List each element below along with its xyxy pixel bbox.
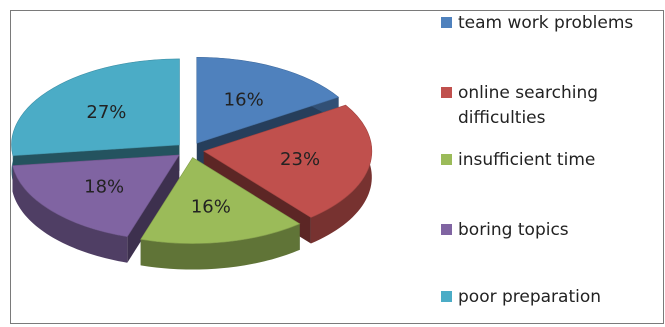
legend-label: team work problems — [458, 13, 633, 33]
slice-outer-wall — [140, 223, 300, 270]
slice-4 — [11, 58, 180, 157]
legend-label: poor preparation — [458, 287, 601, 307]
slice-2 — [140, 157, 301, 244]
legend-item-0: team work problems — [441, 13, 633, 33]
legend: team work problems online searching diffic… — [441, 13, 633, 307]
legend-swatch — [441, 224, 452, 235]
slice-label-1: 23% — [280, 149, 320, 170]
slice-0 — [196, 56, 340, 144]
pie-tops: 16% 23% 16% 18% 27% — [11, 56, 373, 244]
legend-label: insufficient time — [458, 150, 595, 170]
slice-label-2: 16% — [191, 197, 231, 218]
slice-label-0: 16% — [224, 90, 264, 111]
legend-label: boring topics — [458, 220, 569, 240]
legend-label: difficulties — [458, 108, 546, 128]
legend-label: online searching — [458, 83, 598, 103]
legend-item-4: poor preparation — [441, 287, 601, 307]
legend-swatch — [441, 87, 452, 98]
legend-item-2: insufficient time — [441, 150, 595, 170]
slice-label-3: 18% — [84, 177, 124, 198]
legend-item-1: online searching difficulties — [441, 83, 598, 128]
legend-swatch — [441, 291, 452, 302]
legend-item-3: boring topics — [441, 220, 569, 240]
slice-3 — [12, 154, 180, 238]
slice-label-4: 27% — [86, 102, 126, 123]
legend-swatch — [441, 154, 452, 165]
slice-cut-face — [127, 154, 180, 263]
slice-outer-wall — [12, 165, 128, 263]
slice-1 — [203, 104, 373, 218]
legend-swatch — [441, 17, 452, 28]
